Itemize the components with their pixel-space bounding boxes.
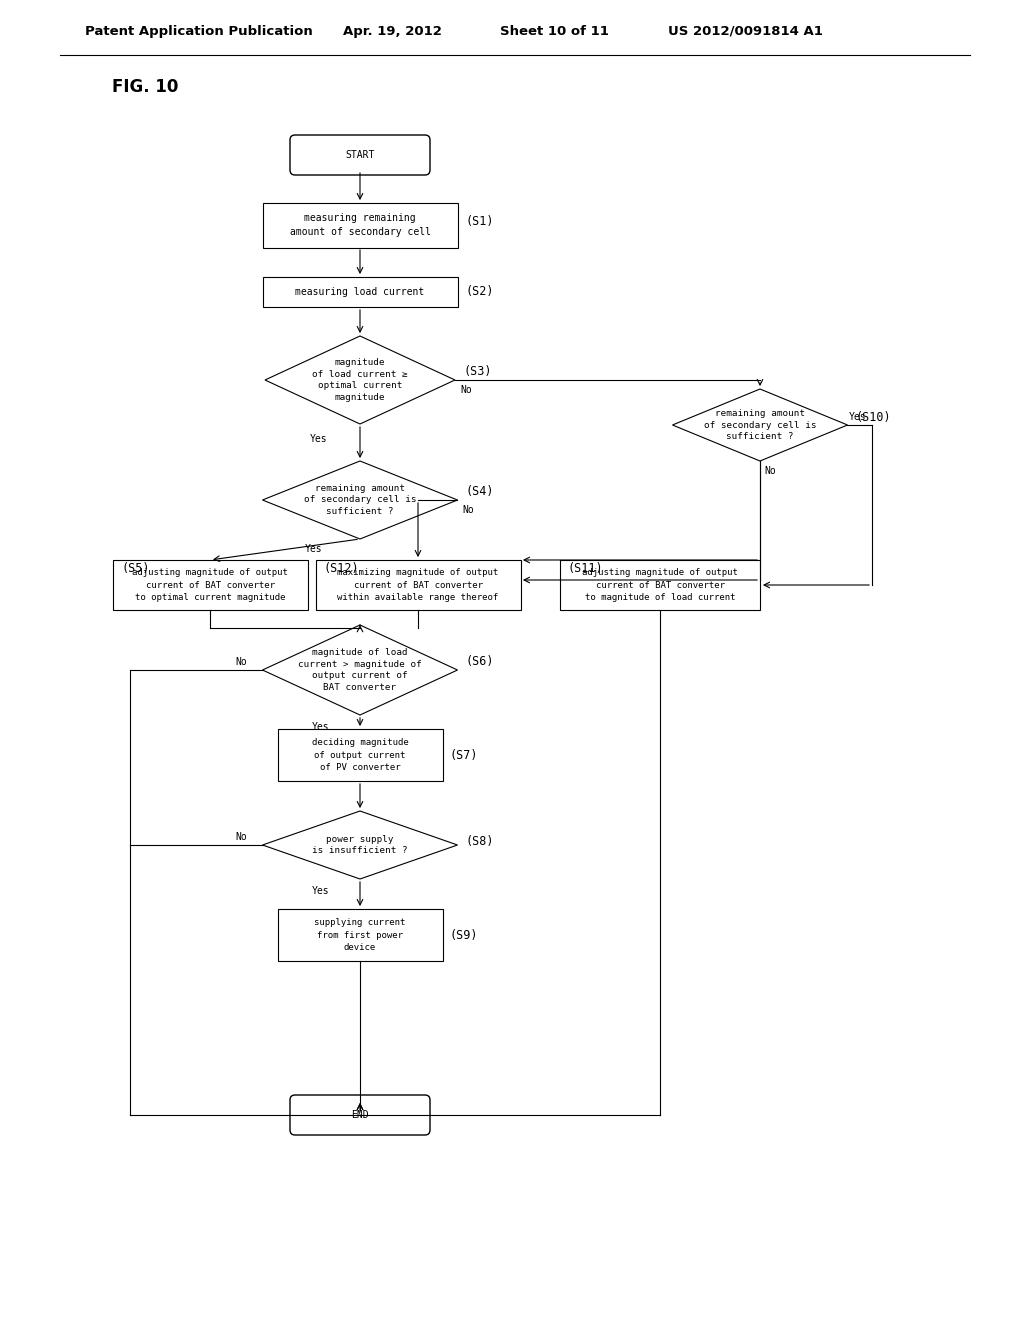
Bar (113, 560, 307, 610)
Text: Sheet 10 of 11: Sheet 10 of 11 (500, 25, 609, 38)
Text: (S4): (S4) (465, 486, 494, 499)
FancyBboxPatch shape (290, 1096, 430, 1135)
Text: Yes: Yes (312, 722, 330, 733)
Text: US 2012/0091814 A1: US 2012/0091814 A1 (668, 25, 823, 38)
Text: (S9): (S9) (450, 928, 478, 941)
Text: No: No (764, 466, 776, 477)
Bar (315, 560, 520, 610)
Text: (S2): (S2) (465, 285, 494, 298)
Text: (S8): (S8) (465, 834, 494, 847)
Text: START: START (345, 150, 375, 160)
Text: deciding magnitude
of output current
of PV converter: deciding magnitude of output current of … (311, 738, 409, 772)
Bar (278, 909, 442, 961)
Text: (S10): (S10) (855, 411, 891, 424)
Text: magnitude
of load current ≥
optimal current
magnitude: magnitude of load current ≥ optimal curr… (312, 358, 408, 403)
Text: Yes: Yes (312, 886, 330, 896)
Text: No: No (460, 385, 472, 395)
Text: No: No (462, 506, 474, 515)
Polygon shape (673, 389, 848, 461)
Text: Yes: Yes (310, 434, 328, 444)
Text: (S1): (S1) (465, 214, 494, 227)
Text: Apr. 19, 2012: Apr. 19, 2012 (343, 25, 442, 38)
FancyBboxPatch shape (290, 135, 430, 176)
Text: power supply
is insufficient ?: power supply is insufficient ? (312, 834, 408, 855)
Bar (560, 560, 760, 610)
Polygon shape (262, 810, 458, 879)
Text: adjusting magnitude of output
current of BAT converter
to optimal current magnit: adjusting magnitude of output current of… (132, 568, 288, 602)
Text: remaining amount
of secondary cell is
sufficient ?: remaining amount of secondary cell is su… (304, 483, 416, 516)
Bar (262, 202, 458, 248)
Text: (S3): (S3) (463, 366, 492, 379)
Text: END: END (351, 1110, 369, 1119)
Polygon shape (262, 624, 458, 715)
Text: adjusting magnitude of output
current of BAT converter
to magnitude of load curr: adjusting magnitude of output current of… (582, 568, 738, 602)
Text: FIG. 10: FIG. 10 (112, 78, 178, 96)
Text: No: No (234, 832, 247, 842)
Text: (S6): (S6) (465, 656, 494, 668)
Polygon shape (265, 337, 455, 424)
Text: maximizing magnitude of output
current of BAT converter
within available range t: maximizing magnitude of output current o… (337, 568, 499, 602)
Bar (278, 729, 442, 781)
Text: measuring remaining
amount of secondary cell: measuring remaining amount of secondary … (290, 213, 430, 238)
Text: Patent Application Publication: Patent Application Publication (85, 25, 312, 38)
Text: No: No (234, 657, 247, 667)
Polygon shape (262, 461, 458, 539)
Text: Yes: Yes (305, 544, 323, 554)
Text: (S5): (S5) (121, 562, 150, 576)
Text: (S7): (S7) (450, 748, 478, 762)
Bar (262, 277, 458, 308)
Text: (S11): (S11) (568, 562, 603, 576)
Text: magnitude of load
current > magnitude of
output current of
BAT converter: magnitude of load current > magnitude of… (298, 648, 422, 692)
Text: supplying current
from first power
device: supplying current from first power devic… (314, 917, 406, 952)
Text: measuring load current: measuring load current (295, 286, 425, 297)
Text: (S12): (S12) (324, 562, 359, 576)
Text: Yes: Yes (849, 412, 866, 422)
Text: remaining amount
of secondary cell is
sufficient ?: remaining amount of secondary cell is su… (703, 409, 816, 441)
